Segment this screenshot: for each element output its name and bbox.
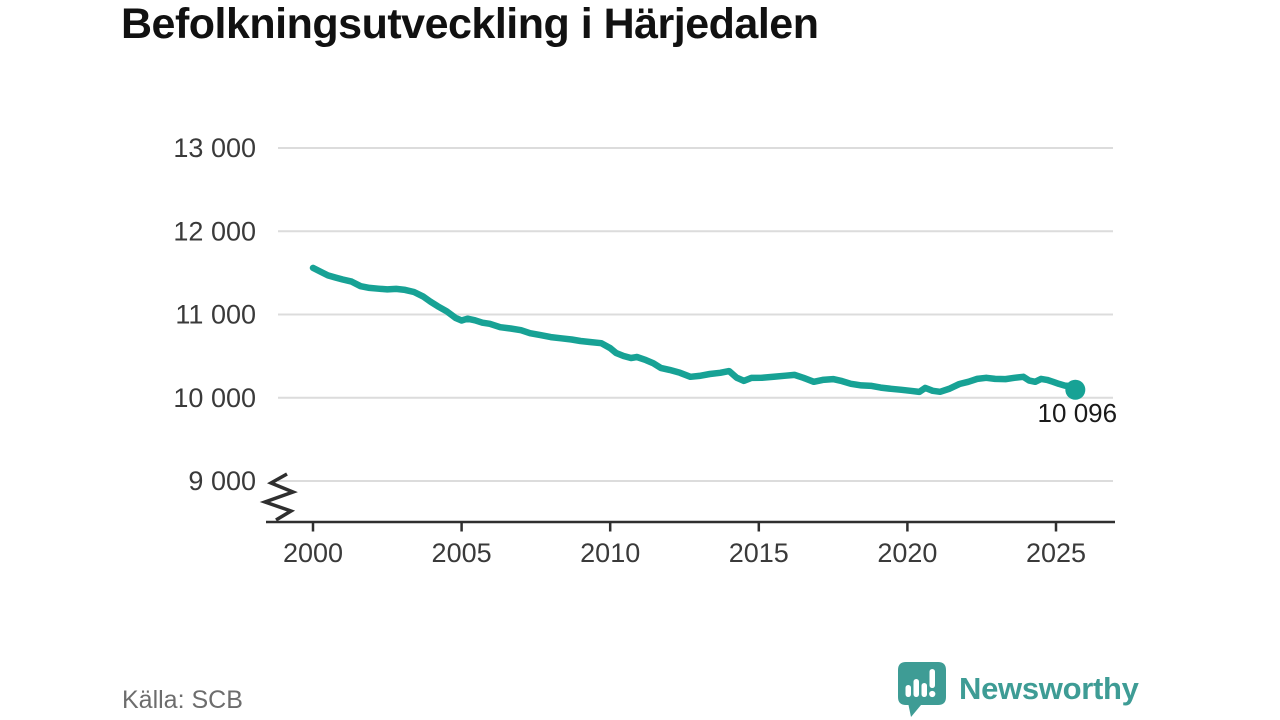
- y-axis-tick-label: 11 000: [175, 300, 256, 330]
- y-axis-tick-label: 9 000: [188, 466, 256, 496]
- source-label: Källa: SCB: [122, 686, 243, 714]
- newsworthy-speech-bubble-chart-icon: [898, 662, 946, 717]
- y-axis-tick-label: 13 000: [173, 133, 256, 163]
- x-axis-tick-label: 2015: [729, 538, 789, 568]
- y-axis-break-icon: [259, 472, 298, 522]
- x-axis-tick-label: 2020: [877, 538, 937, 568]
- y-axis-tick-label: 10 000: [173, 383, 256, 413]
- x-axis-tick-label: 2000: [283, 538, 343, 568]
- newsworthy-brand-text: Newsworthy: [959, 671, 1139, 706]
- x-axis-tick-label: 2025: [1026, 538, 1086, 568]
- y-axis-tick-label: 12 000: [173, 216, 256, 246]
- population-series-line: [309, 264, 1079, 396]
- series-endpoint-dot: [1065, 379, 1086, 400]
- endpoint-value-label: 10 096: [1038, 398, 1118, 428]
- x-axis-tick-label: 2010: [580, 538, 640, 568]
- x-axis-tick-label: 2005: [432, 538, 492, 568]
- chart-title: Befolkningsutveckling i Härjedalen: [121, 0, 819, 48]
- newsworthy-logo: Newsworthy: [896, 660, 1139, 718]
